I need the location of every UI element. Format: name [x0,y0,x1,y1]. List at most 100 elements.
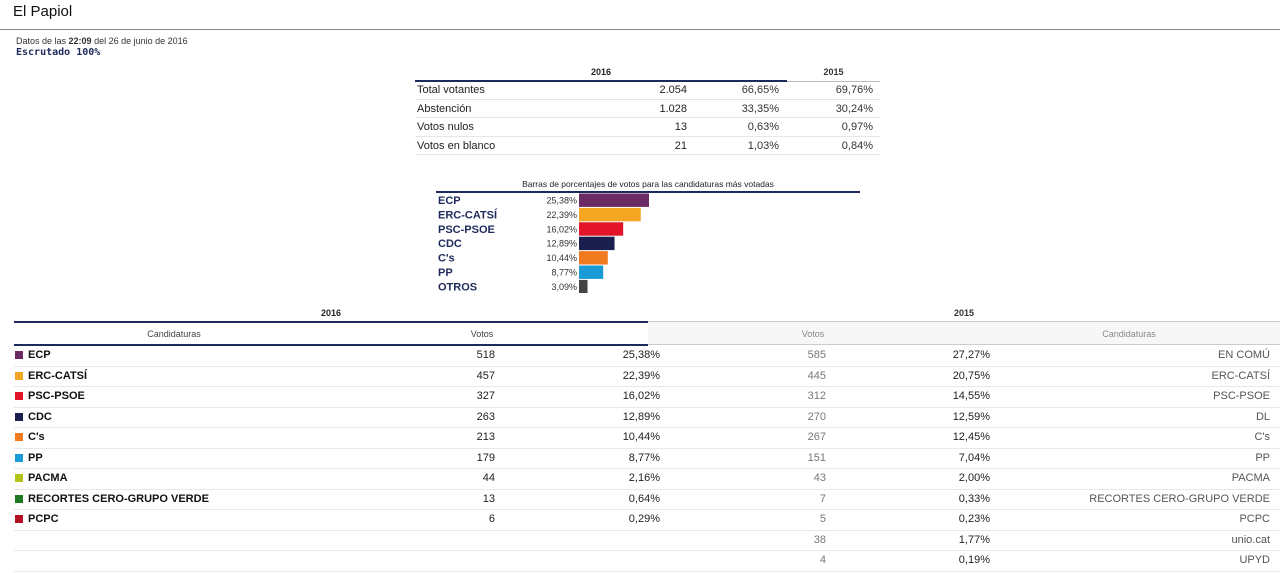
bar-ecp [579,193,649,207]
party-color-swatch [15,392,23,400]
table-row: PSC-PSOE 327 16,02% 312 14,55% PSC-PSOE [14,387,1280,408]
pct-2015: 0,23% [958,513,990,525]
pct-2015: 1,77% [958,533,990,546]
party-color-swatch [15,351,23,359]
datos-prefix: Datos de las [16,36,67,46]
party-name-2016: CDC [28,410,52,423]
summary-count: 13 [674,121,687,133]
votes-2015: 4 [819,554,826,566]
bar-category-label: ECP [438,195,461,207]
bar-category-label: C's [438,253,455,265]
summary-row: Votos en blanco 21 1,03% 0,84% [415,137,880,155]
pct-2015: 7,04% [958,451,990,464]
pct-2015: 0,33% [958,492,990,505]
votes-2015: 43 [813,472,826,484]
page-title: El Papiol [13,3,73,20]
votes-2015: 270 [807,410,826,423]
summary-label: Total votantes [417,84,485,96]
bar-erc-cats- [579,207,641,222]
party-name-2016: PP [28,451,43,464]
pct-2015: 14,55% [952,390,990,402]
results-year-previous: 2015 [953,308,975,318]
party-name-2015: UPYD [1239,554,1270,566]
bar-value-label: 8,77% [551,268,577,278]
summary-count: 2.054 [659,84,687,96]
votes-2016: 518 [476,349,495,361]
party-name-2016: ERC-CATSÍ [28,369,88,382]
summary-label: Votos en blanco [417,139,496,152]
pct-2016: 0,64% [628,492,660,505]
party-name-2016: ECP [28,349,51,361]
votes-2016: 13 [482,492,495,505]
party-name-2015: C's [1254,431,1270,443]
pct-2015: 2,00% [958,472,990,484]
bar-cdc [579,236,615,251]
summary-pct-2016: 66,65% [741,84,779,96]
pct-2016: 22,39% [622,369,660,382]
summary-table: 2016 2015 Total votantes 2.054 66,65% 69,76… [415,65,880,155]
table-row: PACMA 44 2,16% 43 2,00% PACMA [14,469,1280,490]
summary-count: 21 [674,139,687,152]
summary-count: 1.028 [659,102,687,115]
party-name-2016: PSC-PSOE [28,390,85,402]
party-name-2015: EN COMÚ [1218,349,1270,361]
header-votos-2015: Votos [801,329,825,339]
bar-psc-psoe [579,222,624,236]
bar-category-label: PSC-PSOE [438,224,495,236]
pct-2015: 20,75% [952,369,990,382]
summary-pct-2015: 69,76% [835,84,873,96]
bar-category-label: ERC-CATSÍ [438,208,498,221]
summary-pct-2016: 33,35% [741,102,779,115]
bar-value-label: 22,39% [546,210,577,220]
votes-2016: 263 [476,410,495,423]
party-name-2016: PCPC [28,513,59,525]
summary-pct-2015: 30,24% [835,102,873,115]
party-color-swatch [15,515,23,523]
votes-2016: 457 [476,369,495,382]
party-color-swatch [15,371,23,380]
table-row: ERC-CATSÍ 457 22,39% 445 20,75% ERC-CATSÍ [14,367,1280,387]
summary-row: Votos nulos 13 0,63% 0,97% [415,118,880,137]
summary-pct-2016: 0,63% [747,121,779,133]
bar-chart-svg: ECP 25,38% ERC-CATSÍ 22,39% PSC-PSOE 16,02% CD… [438,193,649,293]
party-name-2015: ERC-CATSÍ [1211,369,1270,382]
title-divider [0,29,1280,30]
bar-pp [579,265,604,279]
pct-2015: 12,59% [952,410,990,423]
party-name-2015: PCPC [1239,513,1270,525]
header-candidaturas-2016: Candidaturas [147,329,201,339]
bar-c-s [579,251,608,265]
table-row: PP 179 8,77% 151 7,04% PP [14,449,1280,469]
bar-category-label: PP [438,267,453,279]
summary-pct-2016: 1,03% [747,139,779,152]
votes-2015: 267 [807,431,826,443]
summary-label: Votos nulos [417,121,474,133]
pct-2016: 12,89% [622,410,660,423]
summary-year-current: 2016 [590,67,612,77]
bar-value-label: 12,89% [546,239,577,249]
party-name-2015: DL [1255,410,1270,423]
party-color-swatch [15,474,23,482]
header-votos-2016: Votos [470,329,494,339]
party-name-2016: C's [28,431,45,443]
votes-2015: 151 [807,451,826,464]
table-row: CDC 263 12,89% 270 12,59% DL [14,408,1280,428]
pct-2016: 10,44% [622,431,660,443]
party-color-swatch [15,433,23,441]
summary-year-previous: 2015 [823,67,844,77]
votes-2015: 445 [807,369,826,382]
votes-2016: 44 [482,472,495,484]
summary-label: Abstención [417,102,472,115]
table-row: ECP 518 25,38% 585 27,27% EN COMÚ [14,346,1280,367]
chart-title: Barras de porcentajes de votos para las … [522,179,774,189]
pct-2016: 16,02% [622,390,660,402]
party-name-2015: PP [1255,451,1270,464]
votes-2015: 7 [819,492,826,505]
bar-value-label: 16,02% [546,224,577,234]
pct-2015: 12,45% [952,431,990,443]
party-name-2016: RECORTES CERO-GRUPO VERDE [28,492,209,505]
pct-2015: 27,27% [952,349,990,361]
update-info: Datos de las 22:09 del 26 de junio de 20… [16,36,188,46]
votes-2015: 38 [813,533,826,546]
party-name-2015: PACMA [1231,472,1270,484]
